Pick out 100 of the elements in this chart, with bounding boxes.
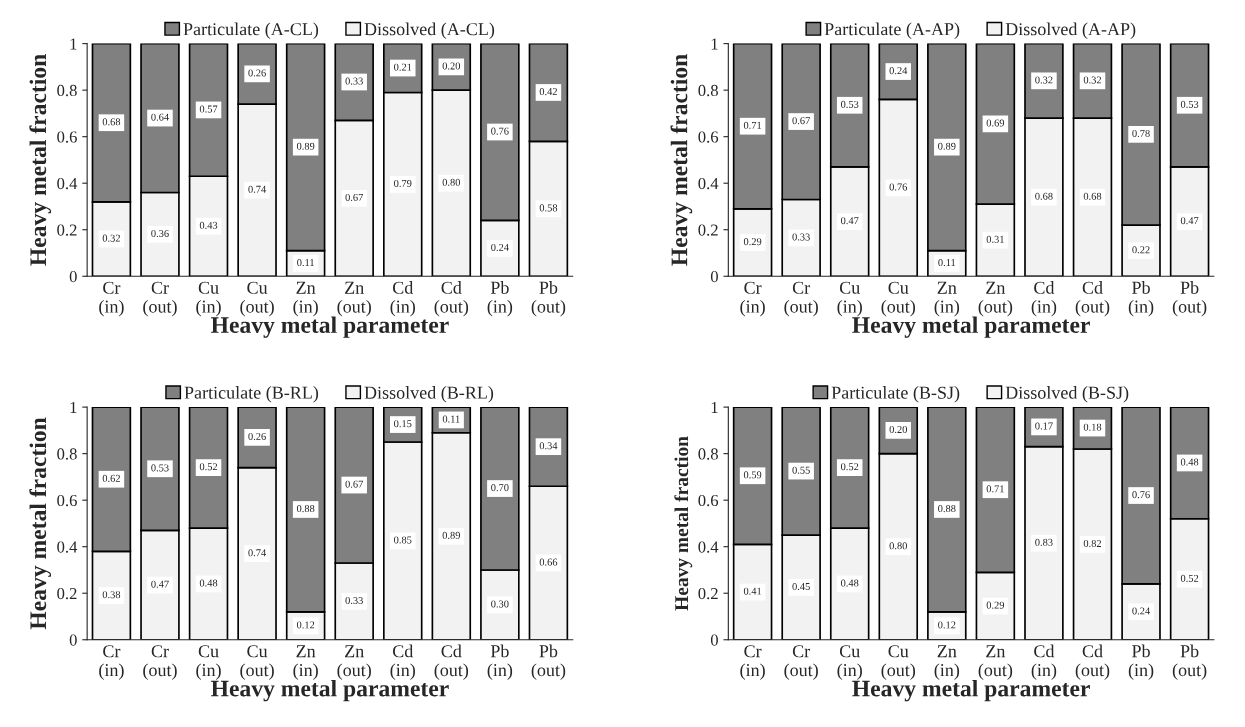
data-label: 0.53 xyxy=(1180,100,1199,108)
data-label: 0.12 xyxy=(938,621,956,629)
data-label: 0.55 xyxy=(792,466,810,474)
data-label: 0.42 xyxy=(539,88,557,96)
data-label: 0.58 xyxy=(539,204,558,212)
y-tick-label: 0.4 xyxy=(698,177,719,190)
data-label: 0.80 xyxy=(889,542,907,550)
x-tick-label: Cu (in) xyxy=(196,281,221,317)
data-label: 0.82 xyxy=(1083,539,1102,548)
data-label: 0.32 xyxy=(1035,76,1053,84)
y-axis-title: Heavy metal fraction xyxy=(670,54,693,266)
data-label: 0.32 xyxy=(1083,76,1102,84)
data-label: 0.80 xyxy=(442,178,461,186)
data-label: 0.67 xyxy=(345,480,364,488)
x-tick-label: Cd (in) xyxy=(390,281,415,317)
x-tick-label: Cr (in) xyxy=(99,281,124,317)
x-tick-label: Cu (in) xyxy=(837,281,862,317)
x-tick-label: Cr (out) xyxy=(784,645,818,680)
x-tick-label: Zn (in) xyxy=(934,281,960,317)
x-tick-label: Zn (in) xyxy=(293,281,318,317)
data-label: 0.89 xyxy=(938,142,956,150)
y-tick-label: 0 xyxy=(710,634,718,646)
data-label: 0.76 xyxy=(889,183,908,191)
legend-label: Particulate (B-RL) xyxy=(184,386,319,403)
data-label: 0.71 xyxy=(743,121,762,129)
data-label: 0.33 xyxy=(792,233,810,241)
x-tick-label: Cr (out) xyxy=(143,281,177,317)
data-label: 0.68 xyxy=(1083,192,1102,200)
data-label: 0.52 xyxy=(841,463,859,471)
x-tick-label: Zn (out) xyxy=(978,281,1013,317)
data-label: 0.36 xyxy=(151,229,169,238)
data-label: 0.30 xyxy=(491,600,509,608)
data-label: 0.89 xyxy=(296,142,315,150)
data-label: 0.64 xyxy=(151,113,169,121)
data-label: 0.88 xyxy=(938,505,956,513)
x-axis-title: Heavy metal parameter xyxy=(211,316,449,338)
legend-label: Dissolved (A-AP) xyxy=(1005,22,1136,39)
y-tick-label: 0.8 xyxy=(698,84,718,97)
data-label: 0.11 xyxy=(442,415,460,423)
x-axis-title: Heavy metal parameter xyxy=(852,679,1090,702)
data-label: 0.29 xyxy=(743,238,762,246)
data-label: 0.85 xyxy=(394,536,412,544)
x-tick-label: Pb (in) xyxy=(1128,281,1154,317)
y-tick-label: 0.8 xyxy=(57,84,77,97)
y-tick-label: 0 xyxy=(710,270,718,283)
data-label: 0.70 xyxy=(491,484,509,492)
data-label: 0.48 xyxy=(199,579,218,587)
data-label: 0.43 xyxy=(199,221,218,229)
y-axis-title: Heavy metal fraction xyxy=(674,436,693,611)
y-tick-label: 1 xyxy=(711,401,718,413)
data-label: 0.29 xyxy=(986,601,1005,609)
x-tick-label: Pb (in) xyxy=(1128,644,1154,680)
data-label: 0.52 xyxy=(1180,574,1199,582)
legend-label: Dissolved (B-RL) xyxy=(364,386,494,403)
data-label: 0.20 xyxy=(889,425,907,434)
y-tick-label: 0.2 xyxy=(698,587,718,600)
x-tick-label: Zn (out) xyxy=(337,281,371,317)
x-tick-label: Cu (out) xyxy=(881,645,916,680)
y-tick-label: 0.6 xyxy=(57,131,77,143)
x-tick-label: Cd (in) xyxy=(1031,281,1057,317)
y-tick-label: 0.6 xyxy=(698,131,719,143)
data-label: 0.53 xyxy=(841,100,859,108)
data-label: 0.88 xyxy=(296,505,315,513)
data-label: 0.76 xyxy=(491,127,509,135)
data-label: 0.69 xyxy=(986,119,1005,127)
legend-label: Particulate (A-AP) xyxy=(824,22,960,39)
data-label: 0.24 xyxy=(1132,607,1150,615)
data-label: 0.59 xyxy=(743,471,762,479)
x-tick-label: Zn (in) xyxy=(293,645,318,680)
x-tick-label: Cd (out) xyxy=(1075,281,1110,317)
data-label: 0.74 xyxy=(248,185,267,193)
x-tick-label: Cu (in) xyxy=(196,645,221,680)
data-label: 0.47 xyxy=(841,217,859,225)
data-label: 0.79 xyxy=(394,179,412,188)
x-tick-label: Cr (in) xyxy=(99,645,124,680)
data-label: 0.62 xyxy=(102,474,120,482)
x-tick-label: Cu (in) xyxy=(837,645,862,680)
data-label: 0.47 xyxy=(1180,217,1199,225)
data-label: 0.41 xyxy=(743,587,762,595)
y-axis-title: Heavy metal fraction xyxy=(29,54,52,266)
legend-label: Particulate (B-SJ) xyxy=(831,386,960,403)
data-label: 0.67 xyxy=(345,193,364,201)
data-label: 0.68 xyxy=(1035,192,1053,200)
data-label: 0.24 xyxy=(491,243,509,251)
y-tick-label: 0.4 xyxy=(57,177,78,190)
x-tick-label: Pb (out) xyxy=(531,281,566,317)
y-tick-label: 0.4 xyxy=(57,541,78,553)
data-label: 0.26 xyxy=(248,432,266,441)
data-label: 0.15 xyxy=(394,420,412,428)
data-label: 0.52 xyxy=(199,463,218,471)
legend-label: Particulate (A-CL) xyxy=(183,22,319,39)
data-label: 0.26 xyxy=(248,69,266,77)
x-tick-label: Pb (out) xyxy=(1172,281,1207,317)
x-tick-label: Zn (in) xyxy=(934,645,960,680)
x-tick-label: Cr (out) xyxy=(784,281,818,317)
data-label: 0.21 xyxy=(394,63,412,71)
y-tick-label: 0.8 xyxy=(698,448,718,460)
x-tick-label: Cu (out) xyxy=(881,281,916,317)
data-label: 0.78 xyxy=(1132,129,1150,137)
x-axis-title: Heavy metal parameter xyxy=(211,679,449,702)
